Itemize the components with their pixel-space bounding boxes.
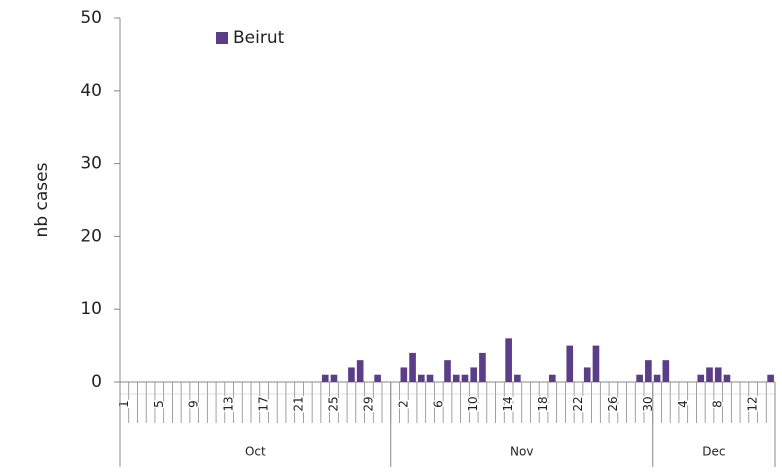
bar <box>330 374 338 382</box>
bar <box>409 352 416 382</box>
bar <box>566 345 574 382</box>
bar <box>592 345 600 382</box>
bar <box>514 374 521 382</box>
y-tick-label: 40 <box>80 81 102 101</box>
x-tick-label: 21 <box>292 396 306 411</box>
x-tick-label: 9 <box>187 400 201 408</box>
bar <box>444 360 451 382</box>
category-band <box>120 382 775 423</box>
y-tick-label: 0 <box>91 372 102 392</box>
bar <box>426 374 434 382</box>
y-tick-label: 50 <box>80 8 102 28</box>
bar <box>417 374 425 382</box>
bar <box>461 374 469 382</box>
x-tick-label: 12 <box>746 396 760 411</box>
bar <box>583 367 591 382</box>
bar <box>356 360 364 382</box>
x-tick-label: 22 <box>571 396 585 411</box>
x-tick-label: 18 <box>536 396 550 411</box>
y-tick-label: 10 <box>80 299 102 319</box>
x-tick-label: 14 <box>501 396 515 411</box>
x-tick-label: 10 <box>466 396 480 411</box>
x-tick-label: 29 <box>361 396 375 411</box>
x-tick-label: 6 <box>431 400 445 408</box>
bar <box>470 367 478 382</box>
bar <box>767 374 774 382</box>
bar <box>653 374 661 382</box>
x-tick-label: 4 <box>676 400 690 408</box>
bar <box>452 374 460 382</box>
group-label: Oct <box>245 445 266 459</box>
bar <box>321 374 329 382</box>
bar <box>374 374 381 382</box>
x-tick-label: 26 <box>606 396 620 411</box>
legend-swatch <box>216 32 228 44</box>
bar <box>348 367 355 382</box>
y-tick-label: 20 <box>80 226 102 246</box>
y-tick-label: 30 <box>80 154 102 174</box>
bar <box>697 374 705 382</box>
bar <box>505 338 512 382</box>
x-tick-label: 17 <box>257 396 271 411</box>
x-tick-label: 2 <box>396 400 410 408</box>
bar <box>662 360 670 382</box>
bar <box>714 367 722 382</box>
bar <box>548 374 556 382</box>
bar <box>479 352 486 382</box>
x-tick-label: 30 <box>641 396 655 411</box>
bar <box>706 367 713 382</box>
group-label: Dec <box>702 445 725 459</box>
x-tick-label: 1 <box>117 400 131 408</box>
bar <box>400 367 408 382</box>
bar <box>645 360 652 382</box>
legend-label: Beirut <box>233 28 285 48</box>
bar <box>723 374 731 382</box>
y-axis-label: nb cases <box>32 162 52 237</box>
bar <box>636 374 643 382</box>
x-tick-label: 13 <box>222 396 236 411</box>
x-tick-label: 8 <box>711 400 725 408</box>
x-tick-label: 25 <box>326 396 340 411</box>
group-label: Nov <box>510 445 533 459</box>
x-tick-label: 5 <box>152 400 166 408</box>
